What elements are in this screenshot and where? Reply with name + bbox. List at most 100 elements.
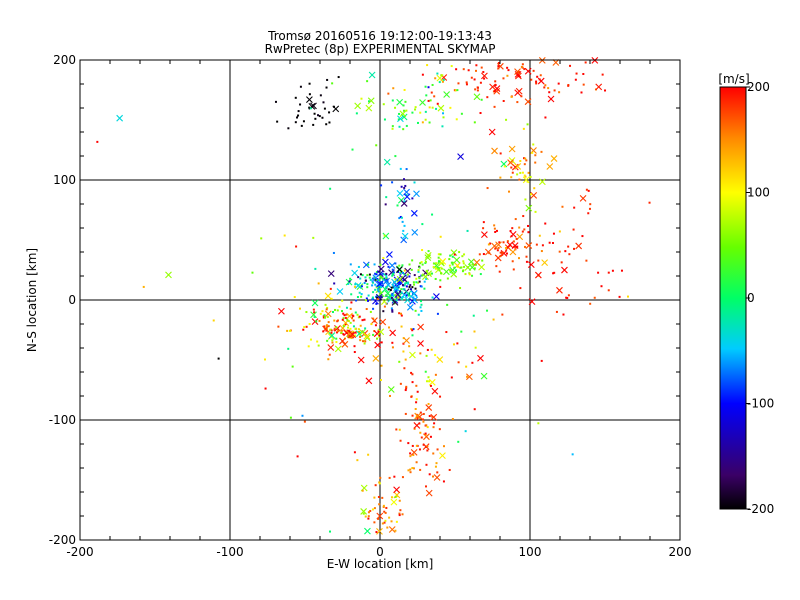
data-point [321,310,324,313]
data-point-cross [377,265,385,273]
data-point [467,69,470,72]
data-point [361,274,364,277]
data-point [377,290,380,293]
data-point [474,69,477,72]
chart-subtitle: RwPretec (8p) EXPERIMENTAL SKYMAP [265,42,496,56]
data-point [449,269,452,272]
data-point [367,100,370,103]
data-point [418,448,421,451]
data-point [473,330,476,333]
data-point [412,281,415,284]
data-point [565,296,568,299]
data-point [365,308,368,311]
data-point-cross [413,190,420,198]
data-point [455,118,458,121]
data-point [296,116,299,119]
data-point [411,381,414,384]
data-point [502,99,505,102]
data-point [314,267,317,270]
data-point-cross [473,258,481,266]
data-point [405,194,408,197]
data-point [431,213,434,216]
data-point [301,414,304,417]
data-point-cross [547,95,555,103]
data-point [330,297,333,300]
data-point [338,305,341,308]
data-point [495,229,498,232]
tick-labels: -200 -100 0 100 200 -200 -100 0 100 200 [49,53,692,559]
data-point [437,260,440,263]
data-point-cross [383,158,391,166]
data-point [391,127,394,130]
data-point [425,354,428,357]
data-point [463,253,466,256]
data-point-cross [417,323,425,331]
data-point [350,301,353,304]
data-point [399,167,402,170]
data-point-cross [365,377,373,385]
data-point [457,82,460,85]
data-point-cross [423,433,430,441]
data-point-cross [414,412,422,420]
data-point [437,262,440,265]
data-point-cross [382,232,390,240]
data-point-cross [436,356,444,363]
data-point [368,276,371,279]
data-point [541,244,544,247]
data-point [287,347,290,350]
data-point [357,328,360,331]
data-point-cross [400,200,408,207]
data-point [369,509,372,512]
data-point-cross [453,256,461,264]
data-point [325,86,328,89]
data-point [510,176,513,179]
data-point [437,253,440,256]
data-point [398,217,401,220]
data-point [409,284,412,287]
data-point [502,77,505,80]
data-point [505,118,508,121]
data-point [277,325,280,328]
data-point [336,320,339,323]
data-point [600,285,603,288]
data-point [390,294,393,297]
data-point-cross [524,67,532,75]
data-point-cross [393,486,400,494]
data-point [328,111,331,114]
data-point-cross [500,160,508,168]
data-point [342,317,345,320]
data-point [375,271,378,274]
data-point [351,148,354,151]
data-point [373,496,376,499]
data-point [411,259,414,262]
data-point [399,382,402,385]
data-point [539,74,542,77]
data-point-cross [430,413,438,421]
data-point [434,277,437,280]
data-point [386,526,389,529]
data-point [308,323,311,326]
data-point [473,78,476,81]
data-point-cross [416,413,423,421]
data-point [380,296,383,299]
data-point [337,330,340,333]
data-point [588,207,591,210]
data-point [391,274,394,277]
data-point [523,228,526,231]
data-point [391,309,394,312]
data-point [471,263,474,266]
data-point [426,445,429,448]
data-point [626,295,629,298]
data-point [369,310,372,313]
colorbar-tick-label: 200 [747,80,770,94]
data-point-cross [334,345,342,353]
data-point [372,333,375,336]
data-point [429,384,432,387]
data-point [373,521,376,524]
data-point [460,330,463,333]
data-point [516,173,519,176]
data-point [553,89,556,92]
data-point-cross [382,258,389,266]
data-point-cross [379,318,387,326]
data-point [387,92,390,95]
